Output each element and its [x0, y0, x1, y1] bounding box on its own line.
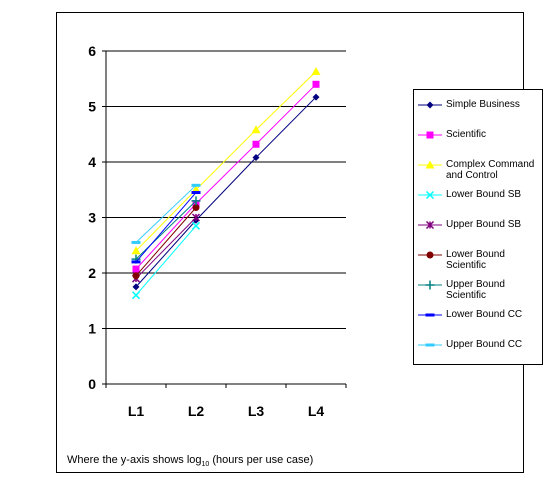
- legend-label: Simple Business: [446, 99, 520, 110]
- legend-marker: [425, 313, 435, 317]
- legend-item: Upper Bound SB: [414, 216, 544, 246]
- x-tick-label: L1: [128, 403, 145, 419]
- legend: Simple Business Scientific Complex Command…: [413, 89, 543, 365]
- legend-label: Scientific: [446, 129, 487, 140]
- data-point: [132, 265, 140, 273]
- series-line: [135, 207, 197, 277]
- data-point: [191, 183, 201, 187]
- legend-item: Complex Command and Control: [414, 156, 544, 186]
- legend-swatch: [418, 251, 442, 259]
- data-point: [131, 240, 141, 244]
- data-point: [191, 221, 201, 230]
- legend-marker: [426, 101, 434, 109]
- data-point: [311, 67, 321, 76]
- series-group: [132, 93, 320, 291]
- series-group: [131, 213, 201, 283]
- data-point: [312, 93, 320, 101]
- legend-swatch: [418, 131, 442, 139]
- axis-note-suffix: (hours per use case): [209, 454, 314, 466]
- x-tick-label: L3: [248, 403, 265, 419]
- y-tick-label: 6: [88, 43, 96, 59]
- series-group: [131, 183, 201, 244]
- y-tick-label: 1: [88, 321, 96, 337]
- legend-label: Upper Bound CC: [446, 339, 523, 350]
- data-point: [191, 196, 201, 206]
- legend-item: Upper Bound Scientific: [414, 276, 544, 306]
- legend-swatch: [418, 343, 442, 347]
- legend-marker: [426, 131, 434, 139]
- series-line: [135, 71, 317, 252]
- series-group: [132, 204, 200, 280]
- series-line: [135, 184, 197, 243]
- data-point: [312, 80, 320, 88]
- legend-swatch: [418, 190, 442, 200]
- series-group: [131, 67, 321, 255]
- series-line: [135, 225, 197, 296]
- legend-marker: [426, 251, 434, 259]
- series-group: [132, 80, 320, 273]
- y-tick-label: 0: [88, 376, 96, 392]
- series-group: [131, 191, 201, 264]
- axis-note-prefix: Where the y-axis shows log: [67, 454, 202, 466]
- axis-note: Where the y-axis shows log10 (hours per …: [67, 454, 313, 468]
- y-tick-label: 3: [88, 210, 96, 226]
- legend-label: Lower Bound Scientific: [446, 249, 505, 271]
- data-point: [252, 140, 260, 148]
- series-group: [131, 221, 201, 300]
- legend-marker: [425, 280, 435, 290]
- legend-marker: [425, 343, 435, 347]
- legend-item: Lower Bound Scientific: [414, 246, 544, 276]
- legend-label: Lower Bound CC: [446, 309, 523, 320]
- legend-label: Upper Bound SB: [446, 219, 522, 230]
- data-point: [251, 125, 261, 134]
- legend-swatch: [418, 280, 442, 290]
- legend-swatch: [418, 220, 442, 230]
- legend-item: Scientific: [414, 126, 544, 156]
- series-line: [135, 192, 197, 263]
- data-point: [192, 204, 200, 212]
- series-line: [135, 200, 197, 260]
- axis-note-subscript: 10: [201, 461, 210, 469]
- legend-swatch: [418, 101, 442, 109]
- series-line: [135, 83, 317, 270]
- legend-marker: [425, 190, 435, 200]
- legend-item: Upper Bound CC: [414, 336, 544, 366]
- data-point: [191, 191, 201, 195]
- series-line: [135, 217, 197, 279]
- y-tick-label: 4: [88, 154, 96, 170]
- chart-frame: 0 1 2 3 4 5 6 L1 L2 L3 L4 Simple Business Scientifi…: [56, 12, 543, 473]
- legend-item: Lower Bound SB: [414, 186, 544, 216]
- x-tick-label: L2: [188, 403, 205, 419]
- data-point: [132, 283, 140, 291]
- legend-label: Complex Command and Control: [446, 159, 535, 181]
- legend-label: Lower Bound SB: [446, 189, 522, 200]
- legend-item: Lower Bound CC: [414, 306, 544, 336]
- y-tick-label: 2: [88, 265, 96, 281]
- x-tick-label: L4: [308, 403, 325, 419]
- legend-item: Simple Business: [414, 96, 544, 126]
- data-point: [131, 246, 141, 255]
- legend-marker: [425, 220, 435, 230]
- legend-swatch: [418, 313, 442, 317]
- y-tick-label: 5: [88, 99, 96, 115]
- data-point: [252, 154, 260, 162]
- legend-label: Upper Bound Scientific: [446, 279, 505, 301]
- data-point: [131, 291, 141, 300]
- data-point: [131, 260, 141, 264]
- legend-swatch: [418, 160, 442, 169]
- data-point: [191, 213, 201, 222]
- data-point: [132, 272, 140, 280]
- line-chart: 0 1 2 3 4 5 6 L1 L2 L3 L4: [88, 43, 347, 419]
- series-line: [135, 96, 317, 288]
- legend-marker: [425, 160, 435, 169]
